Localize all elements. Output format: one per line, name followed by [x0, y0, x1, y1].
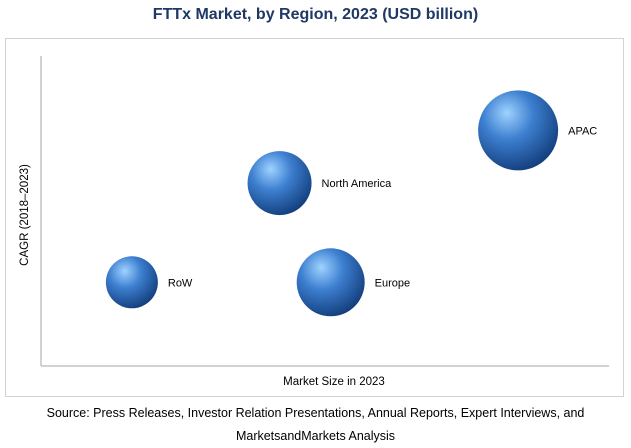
bubbles-layer: APAC North America Europe RoW — [105, 90, 597, 317]
bubble-apac — [478, 90, 559, 171]
bubble-label-north-america: North America — [322, 178, 393, 190]
bubble-label-row: RoW — [168, 277, 193, 289]
source-note: Source: Press Releases, Investor Relatio… — [46, 406, 585, 443]
bubble-label-apac: APAC — [568, 125, 597, 137]
x-axis-label: Market Size in 2023 — [283, 376, 385, 388]
y-axis-label: CAGR (2018–2023) — [19, 164, 31, 266]
bubble-north-america — [247, 151, 312, 216]
bubble-label-europe: Europe — [375, 277, 410, 289]
bubble-europe — [296, 248, 365, 317]
chart-title: FTTx Market, by Region, 2023 (USD billio… — [152, 6, 479, 23]
bubble-row — [105, 256, 158, 309]
plot-frame — [5, 38, 624, 397]
